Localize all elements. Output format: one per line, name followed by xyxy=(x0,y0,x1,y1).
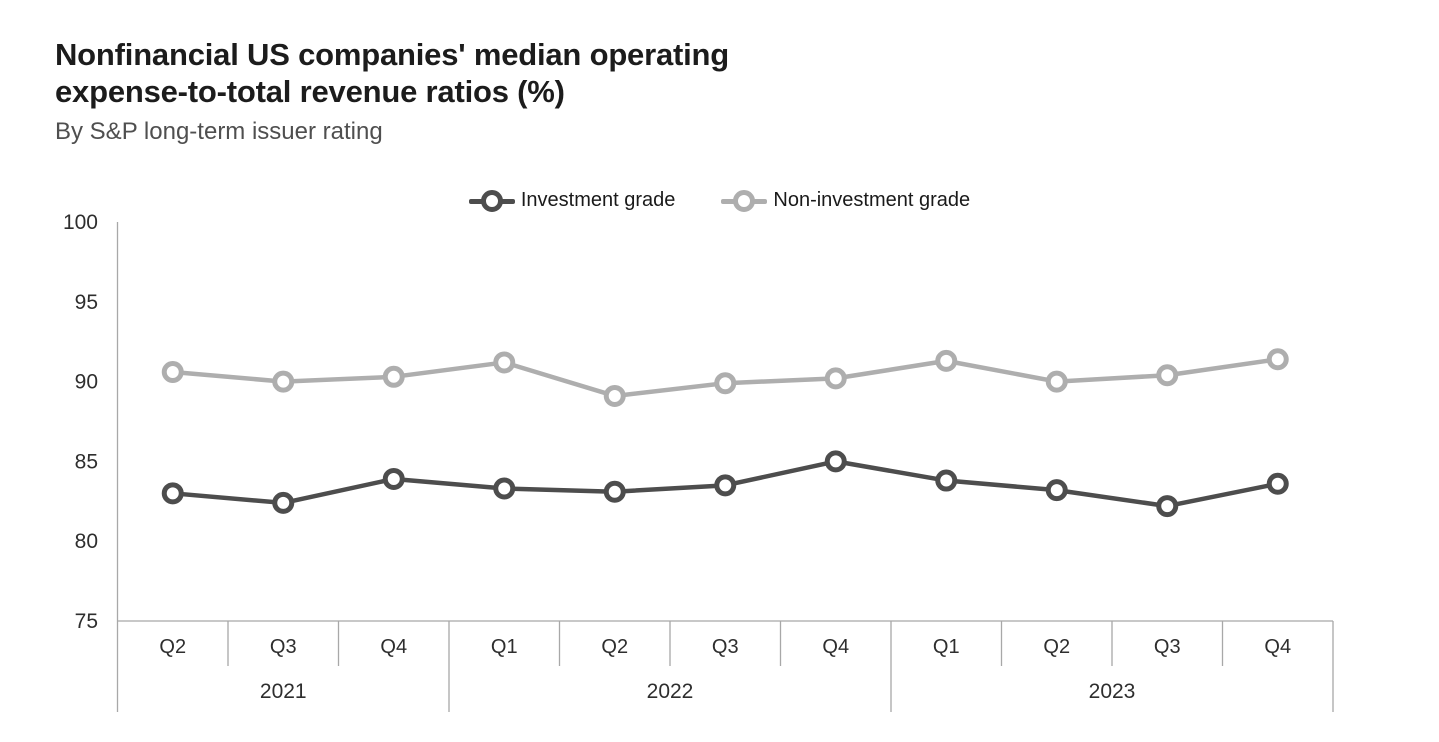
x-axis-quarter-label: Q3 xyxy=(1154,636,1181,658)
chart-title-line-2: expense-to-total revenue ratios (%) xyxy=(55,74,565,109)
data-point-marker xyxy=(1045,479,1068,502)
chart-title-line-1: Nonfinancial US companies' median operat… xyxy=(55,37,730,72)
x-axis-quarter-label: Q4 xyxy=(1264,636,1291,658)
investment-grade-marker-icon xyxy=(468,189,515,212)
x-axis-quarter-label: Q4 xyxy=(822,636,849,658)
x-axis-year-label: 2022 xyxy=(647,680,694,703)
data-point-marker xyxy=(272,491,295,514)
legend-label: Investment grade xyxy=(520,189,676,211)
data-point-marker xyxy=(493,477,516,500)
x-axis-quarter-label: Q2 xyxy=(601,636,628,658)
data-point-marker xyxy=(493,351,516,374)
data-point-marker xyxy=(382,365,405,388)
x-axis-quarter-label: Q2 xyxy=(159,636,186,658)
legend-ring-icon xyxy=(733,189,756,212)
x-axis-quarter-label: Q3 xyxy=(712,636,739,658)
data-point-marker xyxy=(603,480,626,503)
y-axis-tick-label: 80 xyxy=(75,530,98,553)
legend-label: Non-investment grade xyxy=(773,189,971,211)
chart-legend: Investment grade Non-investment grade xyxy=(0,189,1439,212)
non-investment-grade-marker-icon xyxy=(721,189,768,212)
x-axis-quarter-label: Q4 xyxy=(380,636,407,658)
data-point-marker xyxy=(935,469,958,492)
data-point-marker xyxy=(714,372,737,395)
data-point-marker xyxy=(1156,495,1179,518)
y-axis-tick-label: 75 xyxy=(75,610,98,633)
data-point-marker xyxy=(824,450,847,473)
data-point-marker xyxy=(161,482,184,505)
y-axis-tick-label: 100 xyxy=(63,211,98,234)
y-axis-tick-label: 90 xyxy=(75,371,98,394)
data-point-marker xyxy=(1156,364,1179,387)
data-point-marker xyxy=(382,467,405,490)
data-point-marker xyxy=(1045,370,1068,393)
x-axis-year-label: 2021 xyxy=(260,680,307,703)
chart-subtitle: By S&P long-term issuer rating xyxy=(55,118,383,145)
data-point-marker xyxy=(935,349,958,372)
x-axis-quarter-label: Q3 xyxy=(270,636,297,658)
data-point-marker xyxy=(1266,348,1289,371)
legend-item-investment-grade: Investment grade xyxy=(468,189,676,212)
data-point-marker xyxy=(272,370,295,393)
y-axis-tick-label: 95 xyxy=(75,291,98,314)
chart-title: Nonfinancial US companies' median operat… xyxy=(55,36,729,110)
data-point-marker xyxy=(161,361,184,384)
x-axis-year-label: 2023 xyxy=(1089,680,1136,703)
x-axis-quarter-label: Q2 xyxy=(1043,636,1070,658)
legend-item-non-investment-grade: Non-investment grade xyxy=(721,189,970,212)
data-point-marker xyxy=(603,384,626,407)
y-axis-tick-label: 85 xyxy=(75,450,98,473)
data-point-marker xyxy=(824,367,847,390)
x-axis-quarter-label: Q1 xyxy=(491,636,518,658)
x-axis-quarter-label: Q1 xyxy=(933,636,960,658)
legend-ring-icon xyxy=(480,189,503,212)
data-point-marker xyxy=(1266,472,1289,495)
data-point-marker xyxy=(714,474,737,497)
